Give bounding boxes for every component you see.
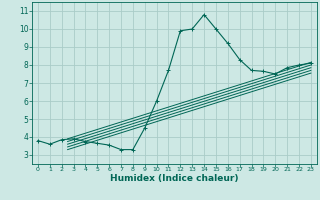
X-axis label: Humidex (Indice chaleur): Humidex (Indice chaleur) xyxy=(110,174,239,183)
